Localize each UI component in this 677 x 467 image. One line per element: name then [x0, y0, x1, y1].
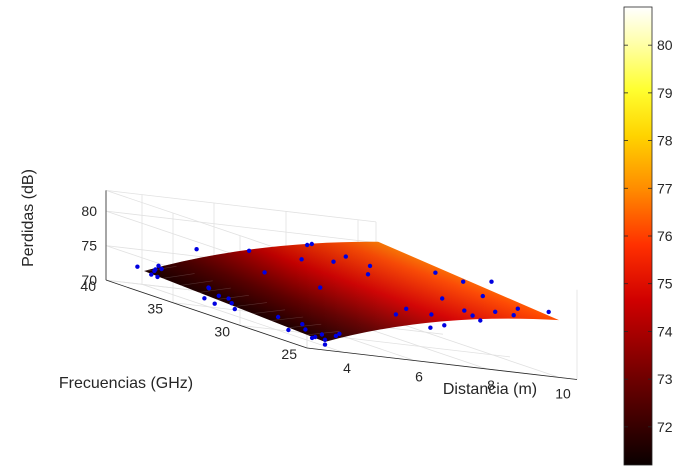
data-point [429, 312, 434, 317]
data-point [428, 325, 433, 330]
data-point [212, 301, 217, 306]
data-point [367, 263, 373, 269]
data-point [246, 248, 252, 253]
data-point [331, 259, 336, 264]
data-point [511, 313, 516, 318]
data-point [216, 293, 221, 298]
data-point [461, 279, 466, 284]
data-point [159, 266, 164, 272]
data-point [478, 318, 483, 323]
data-point [470, 313, 475, 318]
data-point [300, 322, 305, 327]
y-tick-label: 35 [147, 301, 163, 317]
data-point [318, 285, 323, 290]
data-point [442, 323, 447, 328]
data-points [135, 241, 551, 347]
data-point [433, 270, 438, 275]
data-point [404, 306, 409, 311]
data-point [135, 264, 140, 269]
surface-mesh-line [162, 273, 195, 279]
surface-mesh-line [252, 309, 286, 314]
data-point [305, 242, 310, 248]
data-point [546, 309, 551, 315]
colorbar-tick-label: 77 [657, 180, 673, 196]
z-tick-label: 80 [81, 203, 97, 219]
y-tick-label: 40 [80, 278, 96, 294]
surface-mesh-line [180, 280, 213, 286]
x-tick-label: 8 [487, 377, 495, 393]
data-point [226, 296, 231, 301]
z-axis-label: Perdidas (dB) [20, 169, 37, 267]
data-point [229, 301, 234, 306]
data-point [309, 241, 314, 247]
data-point [393, 312, 399, 317]
x-tick-label: 6 [415, 369, 423, 385]
surface-mesh-line [270, 316, 304, 321]
y-axis-line [105, 279, 308, 349]
x-tick-label: 10 [555, 385, 571, 401]
colorbar-tick-label: 74 [657, 323, 673, 339]
data-point [155, 274, 160, 280]
data-point [322, 337, 328, 342]
data-point [309, 335, 315, 341]
data-point [194, 247, 199, 252]
surface-mesh-line [234, 302, 267, 307]
data-point [299, 257, 304, 262]
data-point [333, 333, 339, 339]
data-point [515, 306, 520, 311]
surface-mesh-line [216, 295, 249, 300]
data-point [440, 296, 445, 301]
data-point [156, 263, 161, 268]
colorbar-tick-label: 72 [657, 419, 673, 435]
data-point [365, 272, 371, 277]
data-point [202, 296, 207, 301]
data-point [489, 279, 494, 284]
colorbar-ticks: 72 73 74 75 76 77 78 79 80 [624, 37, 673, 435]
z-tick-label: 75 [81, 238, 97, 254]
surface-mesh-line [198, 287, 231, 293]
z-tick-label: 70 [81, 272, 97, 288]
y-tick-label: 25 [281, 346, 297, 362]
data-point [286, 327, 291, 333]
colorbar-tick-label: 76 [657, 228, 673, 244]
data-point [480, 293, 485, 299]
data-point [493, 309, 498, 314]
data-point [149, 272, 154, 277]
colorbar-gradient [623, 6, 653, 466]
x-axis-label: Distancia (m) [443, 381, 537, 398]
surface-mesh-line [288, 323, 322, 329]
data-point [322, 342, 328, 347]
data-point [462, 308, 467, 313]
data-point [262, 270, 267, 275]
data-point [153, 267, 158, 272]
data-point [303, 327, 308, 332]
x-axis-line [306, 347, 578, 380]
data-point [206, 286, 212, 291]
data-point [319, 332, 325, 337]
colorbar-tick-label: 75 [657, 276, 673, 292]
colorbar-tick-label: 79 [657, 85, 673, 101]
data-point [232, 306, 237, 312]
y-tick-label: 30 [214, 323, 230, 339]
colorbar-tick-label: 78 [657, 133, 673, 149]
data-point [275, 314, 281, 320]
surface-shading [144, 241, 559, 342]
x-tick-label: 4 [343, 360, 351, 376]
y-axis-label: Frecuencias (GHz) [59, 375, 193, 392]
surface-layer [144, 241, 559, 342]
data-point [337, 331, 342, 336]
colorbar-tick-label: 80 [657, 37, 673, 53]
colorbar: 72 73 74 75 76 77 78 79 80 [623, 6, 673, 466]
data-point [343, 254, 348, 259]
colorbar-tick-label: 73 [657, 371, 673, 387]
